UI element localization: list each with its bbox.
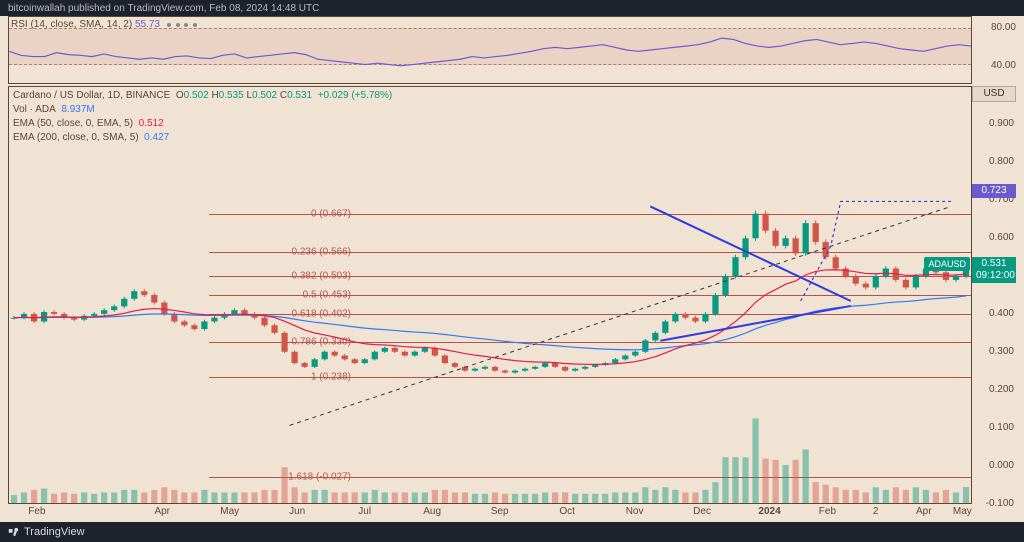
chart-svg <box>9 87 971 503</box>
footer-bar: TradingView <box>0 522 1024 542</box>
target-price-tag: 0.723 <box>972 184 1016 198</box>
symbol-badge: ADAUSD <box>924 257 970 271</box>
footer-brand: TradingView <box>24 526 85 538</box>
rsi-axis-40: 40.00 <box>976 60 1016 71</box>
rsi-panel: RSI (14, close, SMA, 14, 2) 55.73 <box>8 16 972 84</box>
tradingview-logo-icon <box>8 526 20 538</box>
main-chart[interactable]: Cardano / US Dollar, 1D, BINANCE O0.502 … <box>8 86 972 504</box>
price-axis: 0.9000.8000.7000.6000.5000.4000.3000.200… <box>972 86 1016 504</box>
rsi-axis-80: 80.00 <box>976 22 1016 33</box>
publish-timestamp: Feb 08, 2024 14:48 UTC <box>209 3 319 14</box>
current-price-tag: 0.53109:12:00 <box>972 257 1016 283</box>
rsi-label: RSI (14, close, SMA, 14, 2) 55.73 <box>11 19 197 30</box>
publisher-name: bitcoinwallah <box>8 3 65 14</box>
publisher-site: TradingView.com <box>128 3 204 14</box>
time-axis: FebAprMayJunJulAugSepOctNovDec2024Feb2Ap… <box>8 506 972 520</box>
publisher-bar: bitcoinwallah published on TradingView.c… <box>0 0 1024 16</box>
